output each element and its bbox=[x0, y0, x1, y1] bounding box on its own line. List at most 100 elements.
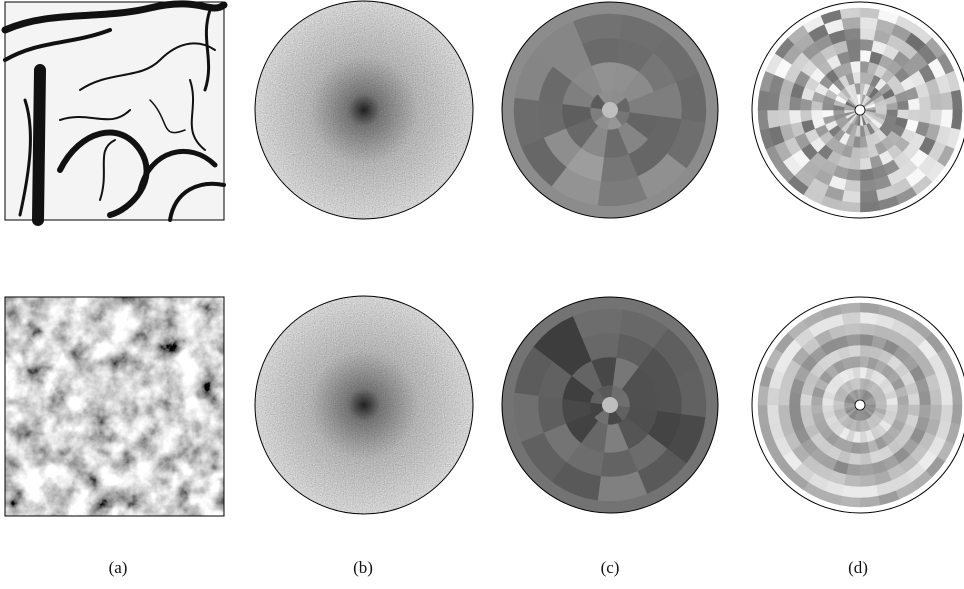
polar-cell bbox=[799, 404, 813, 418]
polar-cell bbox=[845, 333, 861, 347]
polar-cell bbox=[859, 7, 881, 20]
polar-cell bbox=[572, 13, 623, 44]
polar-cell bbox=[859, 200, 881, 213]
vessels bbox=[1, 0, 228, 226]
polar-cell bbox=[859, 157, 873, 171]
polar-cell bbox=[859, 333, 875, 347]
polar-cell bbox=[757, 404, 770, 426]
polar-cell bbox=[859, 179, 877, 193]
polar-cell bbox=[839, 200, 861, 213]
polar-border bbox=[751, 296, 964, 514]
polar-cell bbox=[839, 495, 861, 508]
polar-cell bbox=[777, 404, 791, 422]
polar-cell bbox=[841, 485, 861, 499]
polar-border bbox=[501, 296, 719, 514]
polar-cell bbox=[847, 49, 861, 63]
polar-cell bbox=[929, 388, 943, 406]
polar-cell bbox=[841, 311, 861, 325]
polar-cell bbox=[859, 168, 875, 182]
image-frame bbox=[4, 296, 225, 517]
polar-cell bbox=[843, 322, 861, 336]
polar-cell bbox=[843, 27, 861, 41]
polar-cell bbox=[845, 463, 861, 477]
polar-panels bbox=[501, 1, 964, 514]
polar-cell bbox=[950, 404, 963, 426]
polar-cell bbox=[788, 404, 802, 420]
spectrum-border bbox=[254, 295, 474, 515]
polar-cell bbox=[766, 91, 780, 111]
polar-cell bbox=[839, 302, 861, 315]
polar-cell bbox=[845, 38, 861, 52]
polar-cell bbox=[572, 308, 623, 339]
polar-cell bbox=[859, 495, 881, 508]
polar-cell bbox=[841, 190, 861, 204]
panel-label: (d) bbox=[848, 558, 868, 577]
polar-cell bbox=[843, 179, 861, 193]
polar-cell bbox=[940, 91, 954, 111]
polar-cell bbox=[859, 485, 879, 499]
polar-cell bbox=[859, 311, 879, 325]
polar-cell bbox=[929, 93, 943, 111]
polar-cell bbox=[950, 89, 963, 111]
panel-b-bottom bbox=[254, 295, 474, 515]
polar-cell bbox=[940, 109, 954, 129]
spectrum-center bbox=[255, 296, 473, 514]
polar-cell bbox=[766, 404, 780, 424]
polar-cell bbox=[859, 463, 875, 477]
panel-b-top bbox=[254, 0, 474, 220]
polar-cell bbox=[843, 474, 861, 488]
texture-image bbox=[5, 297, 224, 516]
polar-border bbox=[751, 1, 964, 219]
polar-cell bbox=[907, 97, 921, 111]
spectrum-center bbox=[255, 1, 473, 219]
polar-cell bbox=[788, 390, 802, 406]
polar-cell bbox=[918, 404, 932, 420]
polar-cell bbox=[766, 386, 780, 406]
polar-cell bbox=[940, 386, 954, 406]
polar-cell bbox=[859, 38, 875, 52]
polar-cell bbox=[788, 109, 802, 125]
polar-cell bbox=[859, 27, 877, 41]
polar-cell bbox=[757, 109, 770, 131]
polar-cell bbox=[918, 95, 932, 111]
panel-label: (c) bbox=[601, 558, 620, 577]
polar-center bbox=[854, 399, 866, 411]
polar-cell bbox=[859, 302, 881, 315]
polar-cell bbox=[766, 109, 780, 129]
polar-border bbox=[501, 1, 719, 219]
polar-cell bbox=[757, 384, 770, 406]
polar-cell bbox=[907, 392, 921, 406]
polar-center bbox=[602, 102, 618, 118]
polar-cell bbox=[777, 93, 791, 111]
polar-cell bbox=[859, 322, 877, 336]
polar-cell bbox=[929, 109, 943, 127]
polar-cell bbox=[777, 109, 791, 127]
polar-cell bbox=[918, 109, 932, 125]
polar-cell bbox=[788, 95, 802, 111]
polar-cell bbox=[839, 7, 861, 20]
polar-cell bbox=[777, 388, 791, 406]
spectrum-border bbox=[254, 0, 474, 220]
panel-a-bottom bbox=[4, 296, 225, 517]
polar-cell bbox=[845, 168, 861, 182]
polar-cell bbox=[859, 190, 879, 204]
polar-cell bbox=[841, 16, 861, 30]
polar-cell bbox=[799, 109, 813, 123]
panel-label: (a) bbox=[109, 558, 128, 577]
polar-cell bbox=[859, 16, 879, 30]
polar-cell bbox=[847, 344, 861, 358]
polar-center bbox=[602, 397, 618, 413]
polar-cell bbox=[757, 89, 770, 111]
polar-cell bbox=[950, 384, 963, 406]
polar-cell bbox=[950, 109, 963, 131]
polar-cell bbox=[918, 390, 932, 406]
polar-cell bbox=[929, 404, 943, 422]
polar-cell bbox=[859, 452, 873, 466]
panel-label: (b) bbox=[353, 558, 373, 577]
polar-cell bbox=[859, 474, 877, 488]
panel-a-top bbox=[1, 0, 228, 226]
polar-cell bbox=[940, 404, 954, 424]
polar-center bbox=[854, 104, 866, 116]
